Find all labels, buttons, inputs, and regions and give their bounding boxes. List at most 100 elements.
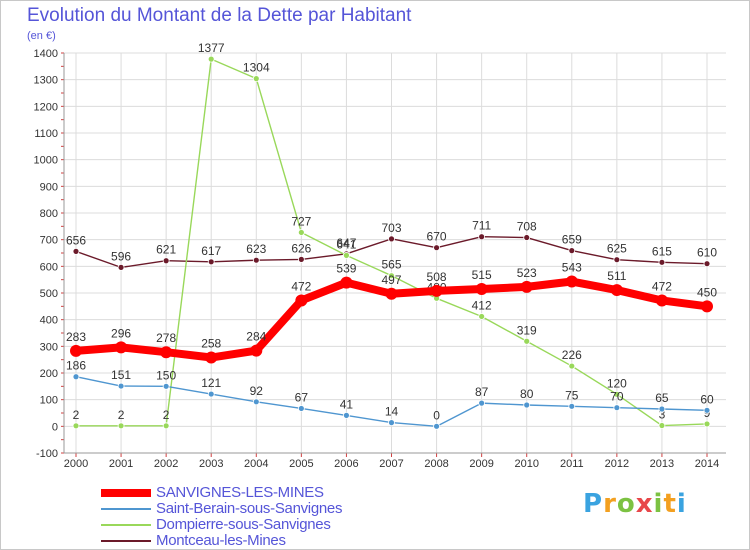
data-point-dompierre-sous-sanvignes [478,313,486,320]
data-point-dompierre-sous-sanvignes [117,422,125,430]
y-tick-label: 1300 [34,75,58,87]
data-label-sanvignes-les-mines: 497 [381,273,401,287]
data-point-dompierre-sous-sanvignes [658,422,666,429]
y-tick-label: 900 [40,181,58,193]
legend-label: Saint-Berain-sous-Sanvignes [156,500,343,517]
data-label-montceau-les-mines: 610 [697,246,717,260]
data-label-saint-berain-sous-sanvignes: 14 [385,405,399,419]
data-label-saint-berain-sous-sanvignes: 87 [475,385,489,399]
data-label-montceau-les-mines: 596 [111,249,131,263]
data-label-sanvignes-les-mines: 515 [472,268,492,282]
chart-title: Evolution du Montant de la Dette par Hab… [27,5,412,26]
y-tick-label: 0 [52,421,58,433]
data-label-sanvignes-les-mines: 472 [291,279,311,293]
data-label-dompierre-sous-sanvignes: 226 [562,348,582,362]
x-tick-label: 2001 [109,458,133,470]
data-point-sanvignes-les-mines [430,284,443,297]
x-tick-label: 2002 [154,458,178,470]
legend-label: Montceau-les-Mines [156,532,286,549]
data-point-dompierre-sous-sanvignes [162,422,170,430]
data-point-saint-berain-sous-sanvignes [433,422,440,430]
data-label-dompierre-sous-sanvignes: 641 [336,237,356,251]
data-point-montceau-les-mines [568,247,576,255]
data-point-montceau-les-mines [433,244,440,252]
x-tick-label: 2005 [289,458,313,470]
x-tick-label: 2010 [514,458,538,470]
data-point-saint-berain-sous-sanvignes [162,382,170,390]
data-point-saint-berain-sous-sanvignes [388,419,395,427]
data-point-montceau-les-mines [703,260,711,268]
data-point-sanvignes-les-mines [70,344,82,357]
x-tick-label: 2004 [244,458,268,470]
data-label-sanvignes-les-mines: 539 [336,262,356,276]
data-point-saint-berain-sous-sanvignes [72,373,80,381]
legend-label: SANVIGNES-LES-MINES [156,484,324,501]
data-label-sanvignes-les-mines: 284 [246,330,266,344]
data-label-dompierre-sous-sanvignes: 565 [381,258,401,272]
data-label-montceau-les-mines: 647 [336,236,356,250]
data-label-sanvignes-les-mines: 523 [517,266,537,280]
y-tick-label: 200 [40,368,58,380]
data-point-sanvignes-les-mines [520,280,533,293]
data-point-dompierre-sous-sanvignes [72,422,80,430]
data-point-montceau-les-mines [658,258,666,266]
data-point-saint-berain-sous-sanvignes [703,406,711,414]
data-label-montceau-les-mines: 656 [66,233,86,247]
data-label-saint-berain-sous-sanvignes: 151 [111,368,131,382]
data-label-dompierre-sous-sanvignes: 2 [118,408,125,422]
data-point-sanvignes-les-mines [115,341,128,354]
data-label-saint-berain-sous-sanvignes: 67 [295,390,309,404]
x-tick-label: 2014 [695,458,719,470]
data-label-montceau-les-mines: 711 [472,219,491,233]
y-tick-label: 800 [40,208,58,220]
data-point-dompierre-sous-sanvignes [207,55,215,63]
data-point-saint-berain-sous-sanvignes [343,411,350,419]
y-tick-label: -100 [36,448,58,460]
data-point-montceau-les-mines [478,233,486,241]
data-label-montceau-les-mines: 626 [291,241,311,255]
data-point-saint-berain-sous-sanvignes [207,390,215,398]
data-point-sanvignes-les-mines [475,283,488,295]
data-label-saint-berain-sous-sanvignes: 80 [520,387,534,401]
data-point-montceau-les-mines [388,235,395,243]
data-point-sanvignes-les-mines [385,287,398,300]
data-label-sanvignes-les-mines: 508 [427,270,447,284]
data-label-sanvignes-les-mines: 543 [562,261,582,275]
data-point-sanvignes-les-mines [205,351,218,364]
data-point-sanvignes-les-mines [250,344,263,357]
plot-area [64,53,726,453]
x-tick-label: 2011 [560,458,584,470]
x-tick-label: 2006 [334,458,358,470]
x-tick-label: 2000 [64,458,88,470]
data-point-saint-berain-sous-sanvignes [523,401,531,409]
data-label-dompierre-sous-sanvignes: 2 [163,408,170,422]
data-point-dompierre-sous-sanvignes [252,75,260,82]
data-point-saint-berain-sous-sanvignes [568,402,576,410]
data-label-saint-berain-sous-sanvignes: 75 [565,388,579,402]
data-label-saint-berain-sous-sanvignes: 150 [156,368,176,382]
data-point-sanvignes-les-mines [295,294,308,307]
data-label-montceau-les-mines: 615 [652,244,672,258]
data-label-dompierre-sous-sanvignes: 412 [472,298,492,312]
legend-label: Dompierre-sous-Sanvignes [156,516,331,533]
data-label-sanvignes-les-mines: 278 [156,331,176,345]
data-point-dompierre-sous-sanvignes [703,420,711,428]
data-point-montceau-les-mines [252,256,260,264]
x-tick-label: 2013 [650,458,674,470]
x-tick-label: 2003 [199,458,223,470]
data-point-sanvignes-les-mines [655,294,668,307]
y-tick-label: 600 [40,261,58,273]
data-point-dompierre-sous-sanvignes [568,362,576,370]
data-point-sanvignes-les-mines [701,300,713,313]
data-point-saint-berain-sous-sanvignes [252,398,260,406]
x-tick-label: 2007 [379,458,403,470]
data-label-dompierre-sous-sanvignes: 1304 [243,61,270,75]
data-label-montceau-les-mines: 625 [607,242,627,256]
data-point-montceau-les-mines [613,256,621,264]
data-point-sanvignes-les-mines [160,346,173,359]
legend-swatch [101,540,151,542]
y-tick-label: 500 [40,288,58,300]
data-label-saint-berain-sous-sanvignes: 121 [201,376,221,390]
proxiti-logo: Proxiti [583,489,687,519]
